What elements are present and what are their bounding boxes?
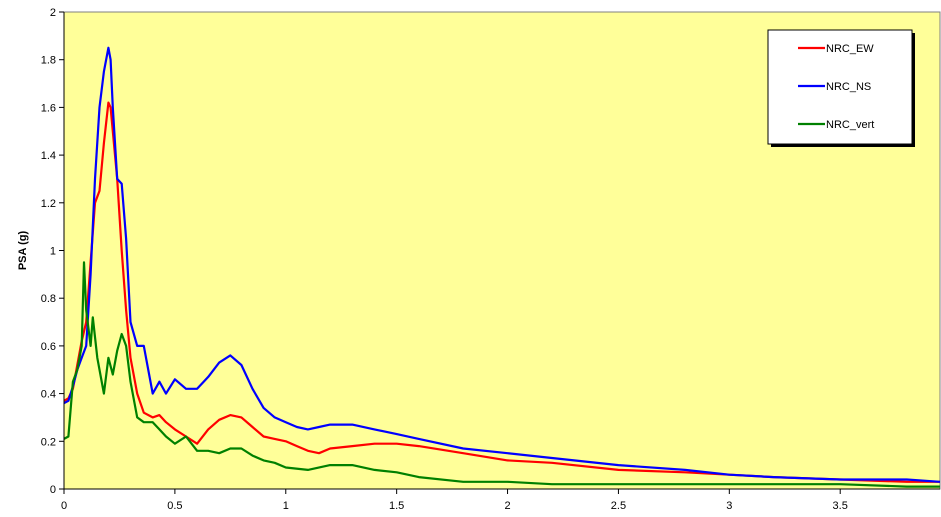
y-tick-label: 1.6 [41, 102, 56, 114]
series-line-nrc-ew [63, 101, 940, 483]
y-tick-label: 0.4 [41, 389, 56, 401]
series-line-nrc-vert [63, 261, 940, 488]
y-tick-label: 0.8 [41, 293, 56, 305]
y-tick-label: 0 [50, 484, 56, 496]
x-tick-label: 1.5 [389, 500, 404, 512]
x-tick-label: 1 [283, 500, 289, 512]
legend-label: NRC_NS [826, 81, 871, 93]
y-tick-label: 1.8 [41, 55, 56, 67]
x-tick-label: 0 [61, 500, 67, 512]
legend: NRC_EW NRC_NS NRC_vert [767, 29, 915, 147]
y-tick-label: 2 [50, 7, 56, 19]
x-tick-label: 3 [726, 500, 732, 512]
y-tick-label: 1 [50, 246, 56, 258]
legend-box [767, 29, 913, 145]
y-tick-label: 1.4 [41, 150, 56, 162]
series-line-nrc-ns [63, 46, 941, 483]
x-tick-label: 2 [504, 500, 510, 512]
y-tick-label: 0.6 [41, 341, 56, 353]
axes-layer: 0 0.2 0.4 0.6 0.8 1 1.2 1.4 1.6 1.8 2 0 0.5 1 1.5 2 2.5 3… [41, 7, 940, 512]
legend-label: NRC_vert [826, 119, 874, 131]
x-tick-label: 3.5 [833, 500, 848, 512]
x-tick-label: 2.5 [611, 500, 626, 512]
y-tick-label: 0.2 [41, 436, 56, 448]
y-axis-title: PSA (g) [17, 231, 29, 271]
legend-label: NRC_EW [826, 43, 874, 55]
series-layer [63, 46, 941, 488]
y-tick-label: 1.2 [41, 198, 56, 210]
x-tick-label: 0.5 [167, 500, 182, 512]
